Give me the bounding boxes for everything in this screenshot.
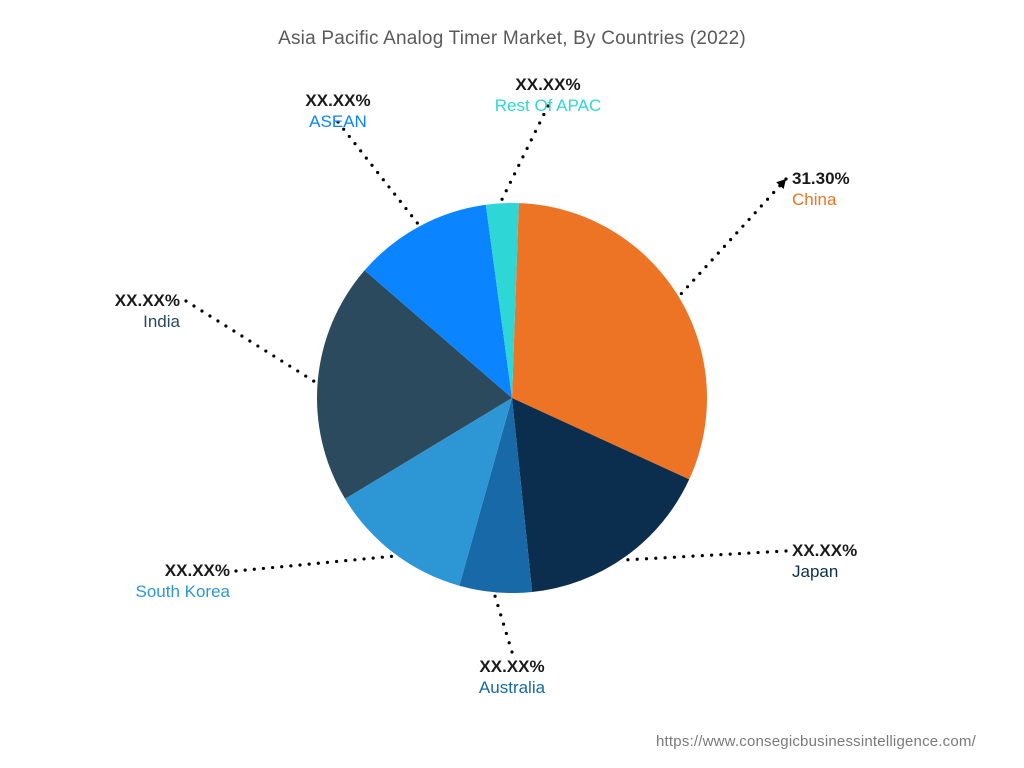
label-south-korea: XX.XX%South Korea xyxy=(135,560,230,603)
label-pct: 31.30% xyxy=(792,168,850,189)
label-pct: XX.XX% xyxy=(479,656,545,677)
label-china: 31.30%China xyxy=(792,168,850,211)
label-pct: XX.XX% xyxy=(495,74,601,95)
label-pct: XX.XX% xyxy=(305,90,370,111)
label-pct: XX.XX% xyxy=(792,540,857,561)
label-japan: XX.XX%Japan xyxy=(792,540,857,583)
chart-title: Asia Pacific Analog Timer Market, By Cou… xyxy=(0,28,1024,50)
label-country: Rest Of APAC xyxy=(495,95,601,116)
chart-container: 31.30%ChinaXX.XX%JapanXX.XX%AustraliaXX.… xyxy=(0,88,1024,708)
label-country: Japan xyxy=(792,561,857,582)
pie-chart xyxy=(317,203,707,593)
source-url: https://www.consegicbusinessintelligence… xyxy=(656,733,976,750)
label-country: Australia xyxy=(479,677,545,698)
label-country: India xyxy=(115,311,180,332)
label-rest-of-apac: XX.XX%Rest Of APAC xyxy=(495,74,601,117)
label-country: South Korea xyxy=(135,581,230,602)
label-country: China xyxy=(792,189,850,210)
label-asean: XX.XX%ASEAN xyxy=(305,90,370,133)
label-india: XX.XX%India xyxy=(115,290,180,333)
label-country: ASEAN xyxy=(305,111,370,132)
label-pct: XX.XX% xyxy=(115,290,180,311)
label-pct: XX.XX% xyxy=(135,560,230,581)
label-australia: XX.XX%Australia xyxy=(479,656,545,699)
